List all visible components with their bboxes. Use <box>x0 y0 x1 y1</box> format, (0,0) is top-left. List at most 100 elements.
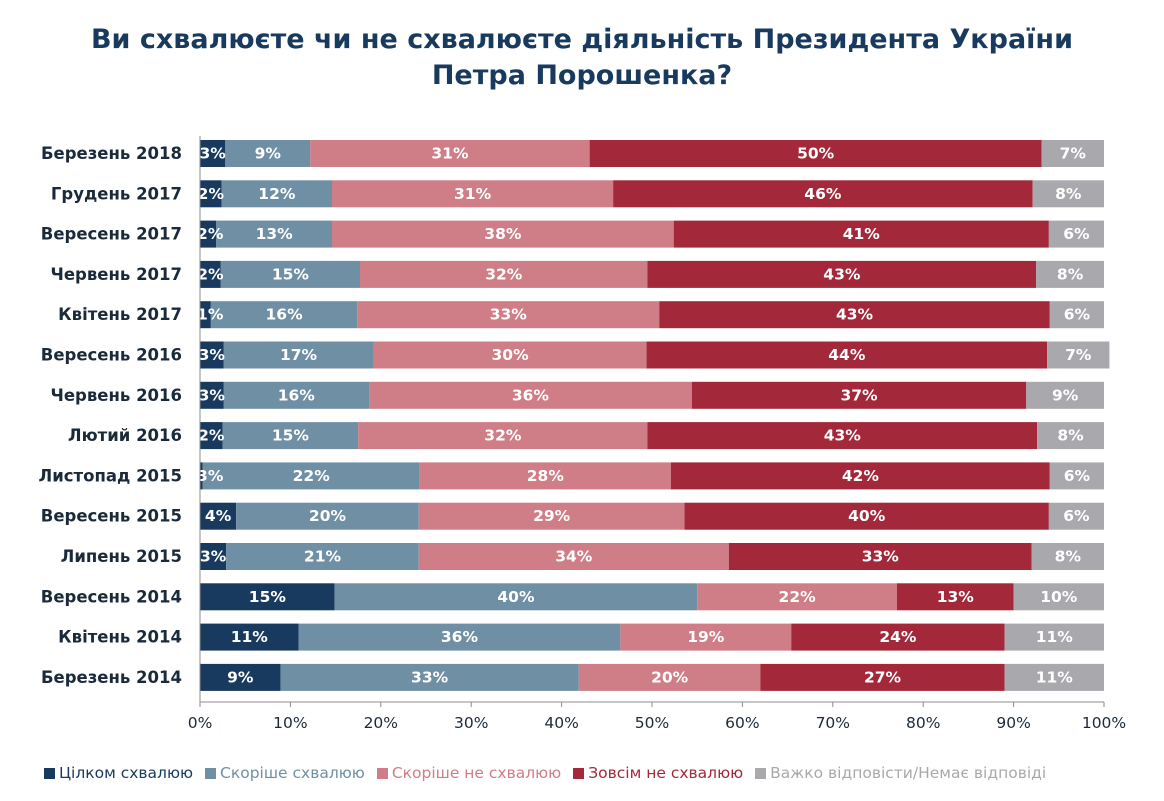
bar-segment <box>1026 381 1104 409</box>
bar-segment <box>896 583 1014 611</box>
data-label: 33% <box>411 668 449 686</box>
bar-segment <box>222 422 359 450</box>
data-label: 32% <box>484 427 522 445</box>
data-label: 7% <box>1060 145 1087 163</box>
data-label: 11% <box>1036 628 1074 646</box>
bar-segment <box>760 663 1005 691</box>
data-label: 43% <box>823 265 861 283</box>
bar-segment <box>223 341 374 369</box>
bar-segment <box>200 502 237 530</box>
data-label: 2% <box>197 225 224 243</box>
data-label: 2% <box>198 427 225 445</box>
bars-group: 3% 9% 31% 50% 7% 2% 12% 31% 46% 8% 2% 13% 38% 41% 6% 2%… <box>197 140 1110 691</box>
data-label: 6% <box>1064 306 1091 324</box>
data-label: 3% <box>199 346 226 364</box>
bar-segment <box>236 502 419 530</box>
data-label: 8% <box>1057 427 1084 445</box>
legend-swatch <box>44 767 55 779</box>
data-label: 28% <box>527 467 565 485</box>
bar-segment <box>419 462 671 490</box>
bar-segment <box>578 663 761 691</box>
bar-segment <box>418 502 685 530</box>
bar-segment <box>670 462 1050 490</box>
legend-swatch <box>573 767 585 779</box>
data-label: 6% <box>1064 467 1091 485</box>
x-tick-label: 30% <box>454 714 488 732</box>
x-tick-label: 100% <box>1082 714 1126 732</box>
data-label: 21% <box>304 548 342 566</box>
bar-segment <box>418 543 729 570</box>
bar-segment <box>200 543 227 570</box>
x-axis: 0% 10% 20% 30% 40% 50% 60% 70% 80% 90% 100% <box>188 136 1126 732</box>
data-label: 50% <box>797 145 835 163</box>
bar-segment <box>369 381 692 409</box>
data-label: 19% <box>687 628 725 646</box>
bar-segment <box>220 260 361 288</box>
data-label: 33% <box>862 548 900 566</box>
legend-item: Зовсім не схвалюю <box>573 764 743 782</box>
data-label: 33% <box>490 306 528 324</box>
data-label: 6% <box>1063 225 1090 243</box>
bar-segment <box>589 140 1042 167</box>
bar-segment <box>200 341 224 369</box>
legend-item: Цілком схвалюю <box>44 764 193 782</box>
bar-segment <box>373 341 647 369</box>
bar-segment <box>1041 140 1104 167</box>
data-label: 32% <box>485 265 523 283</box>
bar-segment <box>728 543 1032 570</box>
data-label: 3% <box>199 145 226 163</box>
data-label: 31% <box>454 185 492 203</box>
bar-segment <box>1049 462 1104 490</box>
bar-segment <box>1049 301 1104 329</box>
bar-segment <box>200 180 222 208</box>
category-labels: Березень 2018 Грудень 2017 Вересень 2017 Че… <box>39 144 182 687</box>
bar-segment <box>647 422 1038 450</box>
bar-segment <box>659 301 1050 329</box>
bar-segment <box>200 422 223 450</box>
x-tick-label: 0% <box>188 714 213 732</box>
data-label: 16% <box>266 306 304 324</box>
data-label: 34% <box>555 548 593 566</box>
data-label: 11% <box>231 628 269 646</box>
data-label: 15% <box>272 427 310 445</box>
data-label: 9% <box>255 145 282 163</box>
legend-swatch <box>376 767 388 779</box>
data-label: 43% <box>836 306 874 324</box>
data-label: 24% <box>879 628 917 646</box>
data-label: 11% <box>1036 668 1074 686</box>
chart-title-line-1: Ви схвалюєте чи не схвалюєте діяльність … <box>90 24 1074 55</box>
bar-segment <box>1037 422 1104 450</box>
category-label: Червень 2016 <box>51 386 182 405</box>
legend-swatch <box>755 767 767 779</box>
category-label: Березень 2014 <box>41 668 182 687</box>
legend-item: Скоріше не схвалюю <box>376 764 561 782</box>
bar-segment <box>691 381 1027 409</box>
category-label: Квітень 2017 <box>58 305 182 324</box>
data-label: 7% <box>1065 346 1092 364</box>
data-label: 27% <box>864 668 902 686</box>
data-label: 3% <box>199 386 226 404</box>
bar-segment <box>1004 623 1104 651</box>
data-label: 12% <box>258 185 296 203</box>
bar-segment <box>697 583 897 611</box>
legend-label: Зовсім не схвалюю <box>588 764 744 782</box>
bar-segment <box>200 583 335 611</box>
category-label: Лютий 2016 <box>68 426 182 445</box>
bar-segment <box>225 140 311 167</box>
data-label: 36% <box>512 386 550 404</box>
bar-segment <box>1047 341 1110 369</box>
legend: Цілком схвалюю Скоріше схвалюю Скоріше не … <box>44 764 1046 782</box>
bar-segment <box>647 260 1037 288</box>
bar-segment <box>646 341 1048 369</box>
data-label: 8% <box>1055 185 1082 203</box>
bar-segment <box>1048 220 1104 248</box>
x-tick-label: 20% <box>364 714 398 732</box>
data-label: 9% <box>1052 386 1079 404</box>
x-tick-label: 80% <box>906 714 940 732</box>
bar-segment <box>216 220 332 248</box>
data-label: 40% <box>848 507 886 525</box>
data-label: 43% <box>824 427 862 445</box>
data-label: 10% <box>1040 588 1078 606</box>
bar-segment <box>357 301 660 329</box>
